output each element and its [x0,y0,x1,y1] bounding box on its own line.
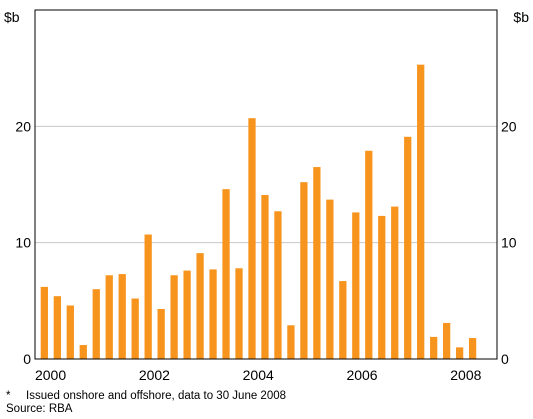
x-tick-label: 2004 [243,367,274,383]
bar [118,274,126,359]
bar [365,150,373,359]
y-unit-right: $b [513,9,529,25]
y-tick-label-left: 20 [15,118,31,134]
bar [105,275,113,359]
bar [222,189,230,359]
bar [339,281,347,359]
bar [131,298,139,359]
bar [196,253,204,359]
bar [92,289,100,359]
x-tick-label: 2002 [139,367,170,383]
y-unit-left: $b [4,9,20,25]
bar [53,296,61,359]
tick-labels: 0 0 10 10 20 20 2000 2002 2004 2006 2008 [15,118,516,383]
x-tick-label: 2006 [346,367,377,383]
x-tick-label: 2000 [35,367,66,383]
x-tick-label: 2008 [450,367,481,383]
bar [391,206,399,359]
bar [455,347,464,359]
bar [430,336,438,359]
bar [378,215,386,359]
bar [144,234,152,359]
bar [261,194,269,359]
bar [326,199,334,359]
y-tick-label-right: 0 [501,351,509,367]
bar [209,269,217,359]
y-tick-label-left: 10 [15,235,31,251]
bar [66,305,74,359]
footnote-marker: * [6,390,11,402]
bar [404,136,412,359]
bar [248,118,256,359]
bars [40,64,477,360]
bar [443,322,451,359]
bar [352,212,360,359]
source-note: Source: RBA [6,403,73,415]
bar [468,338,477,359]
y-tick-label-right: 20 [501,118,517,134]
bar [79,345,87,359]
bar [235,268,243,359]
bar [300,182,308,359]
bar [157,308,165,359]
bar [417,64,425,360]
footnote: * Issued onshore and offshore, data to 30… [6,390,286,403]
bar [274,211,282,359]
bar [40,286,48,359]
bar [183,270,191,359]
y-tick-label-right: 10 [501,235,517,251]
y-tick-label-left: 0 [23,351,31,367]
footnote-text: Issued onshore and offshore, data to 30 … [26,390,287,402]
bar [313,167,321,359]
bar [287,325,295,359]
plot-frame [34,9,498,360]
bar [170,275,178,359]
